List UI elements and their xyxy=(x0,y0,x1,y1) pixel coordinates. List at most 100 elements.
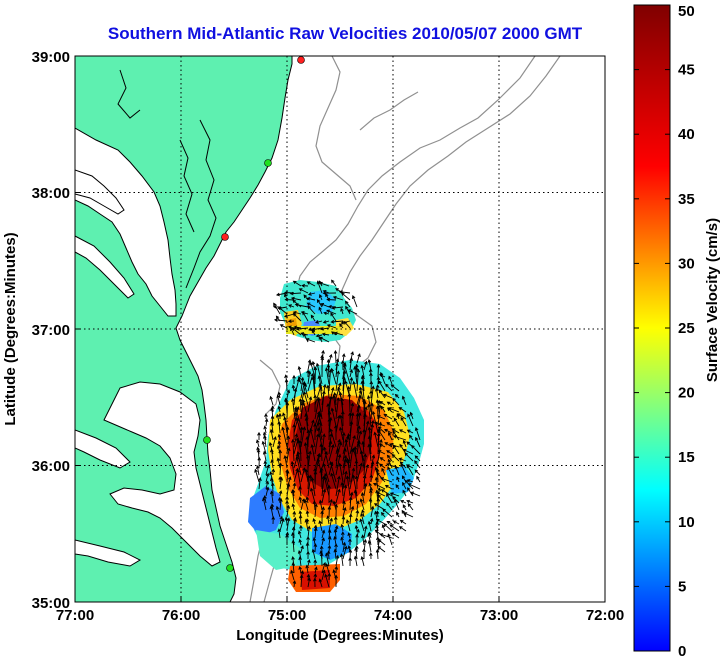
velocity-arrow xyxy=(291,384,296,392)
velocity-arrow xyxy=(298,288,309,294)
velocity-arrow xyxy=(307,525,311,539)
velocity-arrow xyxy=(319,545,324,553)
velocity-arrow xyxy=(294,303,309,308)
velocity-arrow xyxy=(349,467,356,490)
velocity-arrow xyxy=(312,537,317,546)
x-tick-label: 73:00 xyxy=(480,607,518,624)
velocity-arrow xyxy=(407,503,414,511)
velocity-arrow xyxy=(298,514,303,525)
velocity-arrow xyxy=(298,496,303,504)
y-tick-label: 38:00 xyxy=(32,185,70,202)
velocity-arrow xyxy=(326,384,330,399)
velocity-arrow xyxy=(362,548,366,559)
velocity-arrow xyxy=(389,524,400,532)
velocity-arrow xyxy=(393,417,400,427)
velocity-arrow xyxy=(387,431,393,441)
velocity-arrow xyxy=(323,476,330,497)
velocity-arrow xyxy=(287,319,295,324)
velocity-arrow xyxy=(330,472,337,490)
velocity-arrow xyxy=(396,511,400,518)
velocity-arrow xyxy=(329,428,337,448)
velocity-arrow xyxy=(352,380,358,399)
velocity-arrow xyxy=(335,475,341,497)
velocity-arrow xyxy=(331,331,337,336)
velocity-arrow xyxy=(358,386,365,406)
velocity-arrow xyxy=(291,327,302,336)
velocity-arrow xyxy=(310,476,316,497)
velocity-arrow xyxy=(325,563,330,574)
velocity-arrow xyxy=(410,491,421,497)
colorbar-tick-label: 15 xyxy=(678,449,695,466)
colorbar-tick-label: 50 xyxy=(678,3,695,20)
velocity-arrow xyxy=(370,385,375,406)
velocity-arrow xyxy=(320,354,324,378)
velocity-arrow xyxy=(400,416,407,427)
velocity-arrow xyxy=(298,538,302,546)
velocity-arrow xyxy=(386,502,393,511)
velocity-arrow xyxy=(402,489,407,497)
velocity-arrow xyxy=(305,496,310,504)
velocity-arrow xyxy=(402,448,414,455)
velocity-arrow xyxy=(310,314,316,322)
velocity-arrow xyxy=(299,524,303,532)
velocity-arrow xyxy=(385,383,393,392)
velocity-arrow xyxy=(315,362,323,385)
velocity-arrow xyxy=(290,569,295,581)
velocity-arrow xyxy=(416,475,421,483)
velocity-arrow xyxy=(305,337,316,343)
map-grid xyxy=(75,56,605,602)
velocity-arrow xyxy=(387,458,393,469)
velocity-arrow xyxy=(369,552,373,560)
velocity-arrow xyxy=(277,420,281,434)
velocity-arrow xyxy=(292,374,296,384)
velocity-arrow xyxy=(342,454,348,469)
x-tick-label: 76:00 xyxy=(162,607,200,624)
velocity-arrow xyxy=(348,538,352,545)
velocity-arrow xyxy=(298,556,302,567)
velocity-arrow xyxy=(335,362,339,378)
velocity-arrow xyxy=(330,312,337,322)
velocity-arrow xyxy=(339,323,344,329)
velocity-arrow xyxy=(370,460,375,476)
velocity-arrow xyxy=(286,389,291,399)
velocity-arrow xyxy=(327,529,332,539)
x-axis: 77:00 76:00 75:00 74:00 73:00 72:00 Long… xyxy=(56,596,624,644)
velocity-arrow xyxy=(286,476,292,490)
velocity-arrow xyxy=(342,432,346,448)
velocity-arrow xyxy=(307,396,313,413)
velocity-arrow xyxy=(278,412,282,419)
velocity-arrow xyxy=(257,431,261,440)
velocity-arrow xyxy=(346,432,351,448)
velocity-arrow xyxy=(361,509,365,518)
velocity-arrow xyxy=(363,360,368,371)
velocity-arrow xyxy=(313,394,317,413)
velocity-arrow xyxy=(331,279,337,287)
velocity-arrow xyxy=(307,305,316,315)
velocity-arrow xyxy=(327,304,337,309)
velocity-arrow xyxy=(335,488,341,504)
velocity-arrow xyxy=(313,543,318,553)
velocity-arrow xyxy=(327,505,332,518)
velocity-arrow xyxy=(318,294,323,301)
velocity-arrow xyxy=(400,463,407,476)
velocity-arrow xyxy=(356,368,361,392)
velocity-arrow xyxy=(286,447,291,462)
velocity-arrow xyxy=(341,531,345,539)
velocity-arrow xyxy=(278,449,282,462)
velocity-arrow xyxy=(277,528,282,539)
velocity-arrow xyxy=(318,336,330,343)
velocity-arrow xyxy=(312,517,316,525)
velocity-arrow xyxy=(342,500,346,511)
velocity-arrow xyxy=(306,296,316,301)
velocity-vectors xyxy=(254,279,421,588)
velocity-arrow xyxy=(292,580,297,588)
velocity-arrow xyxy=(378,463,386,469)
velocity-arrow xyxy=(291,526,296,539)
velocity-arrow xyxy=(356,425,361,441)
velocity-arrow xyxy=(292,510,297,518)
velocity-arrow xyxy=(341,515,346,525)
velocity-arrow xyxy=(386,450,393,455)
velocity-arrow xyxy=(315,333,323,338)
velocity-arrow xyxy=(335,370,341,392)
velocity-arrow xyxy=(319,467,324,490)
